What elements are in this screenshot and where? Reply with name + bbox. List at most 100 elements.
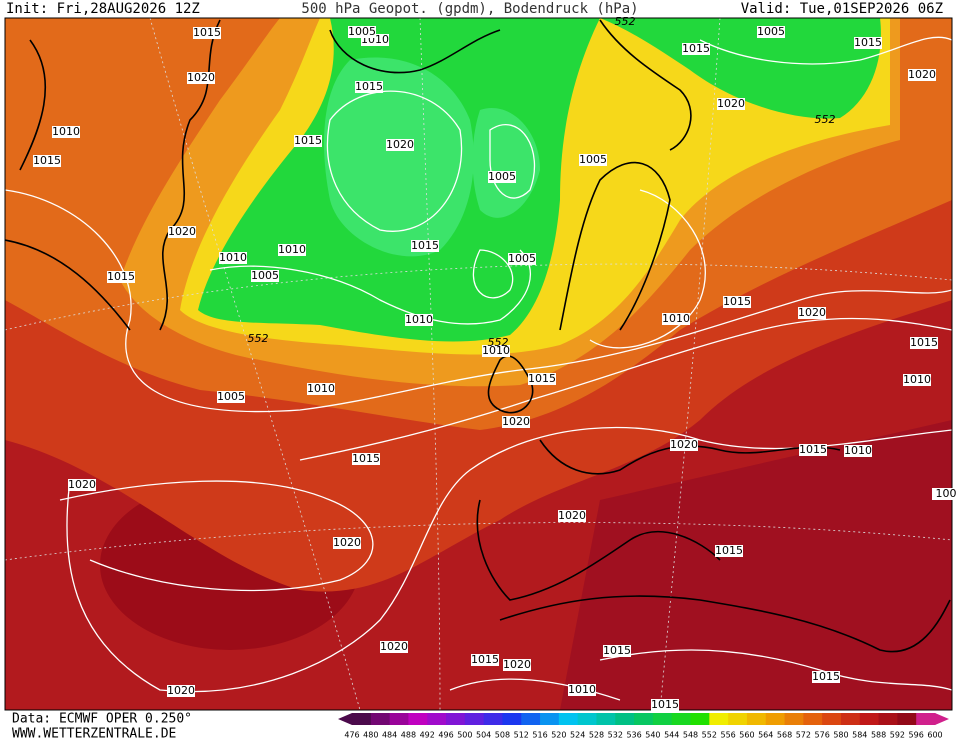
scale-label: 568 [777,731,792,740]
scale-box [558,713,579,725]
scale-box [408,713,428,725]
scale-box [446,713,466,725]
isobar-label: 1015 [723,295,751,308]
isobar-label: 1015 [355,80,383,93]
isobar-label-box [187,72,215,84]
isobar-label: 1015 [715,544,743,557]
isobar-label: 1015 [411,239,439,252]
isobar-label: 1015 [193,26,221,39]
scale-label: 524 [570,731,585,740]
scale-label: 584 [852,731,867,740]
isobar-label-box [682,43,710,55]
isobar-label-box [107,271,135,283]
isobar-label-box [167,685,195,697]
isobar-label-box [670,439,698,451]
isobar-label-box [799,444,827,456]
isobar-label-box [219,252,247,264]
isobar-label: 1005 [348,25,376,38]
isobar-label: 1020 [68,478,96,491]
scale-box [370,713,391,725]
contour-label: 552 [248,332,269,345]
isobar-label-box [348,26,376,38]
scale-box [389,713,409,725]
scale-box [427,713,447,725]
scale-box [859,713,880,725]
isobar-label-box [723,296,751,308]
isobar-label: 100 [936,487,957,500]
isobar-label: 1015 [910,336,938,349]
scale-box [765,713,786,725]
scale-box [878,713,898,725]
isobar-label-box [488,171,516,183]
isobar-label: 1010 [844,444,872,457]
valid-text: Valid: Tue,01SEP2026 06Z [741,1,943,17]
isobar-label-box [844,445,872,457]
isobar-label: 1005 [217,390,245,403]
isobar-label-box [333,537,361,549]
scale-box [671,713,692,725]
isobar-label: 1015 [528,372,556,385]
isobar-label-box [812,671,840,683]
isobar-label: 1015 [682,42,710,55]
isobar-label: 1010 [482,344,510,357]
isobar-label-box [482,345,510,357]
scale-label: 496 [438,731,453,740]
isobar-label-box [717,98,745,110]
scale-label: 536 [626,731,641,740]
scale-box [502,713,522,725]
isobar-label: 1010 [568,683,596,696]
isobar-label-box [798,307,826,319]
scale-label: 520 [551,731,566,740]
scale-label: 516 [532,731,547,740]
scale-box [840,713,861,725]
data-source: Data: ECMWF OPER 0.250° [12,712,192,727]
isobar-label-box [757,26,785,38]
scale-label: 528 [589,731,604,740]
isobar-label-box [508,253,536,265]
isobar-label: 1020 [168,225,196,238]
scale-box [803,713,823,725]
isobar-label-box [558,510,586,522]
isobar-label-box [352,453,380,465]
scale-label: 508 [495,731,510,740]
isobar-label: 1015 [799,443,827,456]
isobar-label-box [579,154,607,166]
scale-box [596,713,616,725]
isobar-label: 1020 [503,658,531,671]
isobar-label: 1015 [294,134,322,147]
isobar-label-box [405,314,433,326]
isobar-label-box [471,654,499,666]
scale-label: 480 [363,731,378,740]
isobar-label: 1020 [670,438,698,451]
scale-box [652,713,673,725]
isobar-label-box [380,641,408,653]
scale-box [634,713,654,725]
isobar-label-box [307,383,335,395]
scale-label: 492 [420,731,435,740]
scale-box [464,713,485,725]
scale-label: 548 [683,731,698,740]
isobar-label-box [294,135,322,147]
isobar-label-box [386,139,414,151]
isobar-label-box [68,479,96,491]
scale-box [352,713,372,725]
isobar-label-box [528,373,556,385]
isobar-label: 1015 [603,644,631,657]
isobar-label-box [52,126,80,138]
scale-label: 600 [927,731,942,740]
isobar-label: 1010 [52,125,80,138]
map-labels: 1015 1020 1010 1015 1020 1010 1015 1005 1010 1015… [33,15,959,711]
scale-box [577,713,597,725]
color-scale: 476 480 484 488 492 496 500 504 508 512 516 520 524 5… [338,713,949,740]
isobar-label: 1020 [380,640,408,653]
scale-label: 572 [796,731,811,740]
scale-box [483,713,503,725]
isobar-label: 1015 [107,270,135,283]
isobar-label: 1020 [333,536,361,549]
scale-box [822,713,842,725]
isobar-label: 1015 [812,670,840,683]
isobar-label-box [168,226,196,238]
contour-label: 552 [815,113,836,126]
isobar-label-box [193,27,221,39]
